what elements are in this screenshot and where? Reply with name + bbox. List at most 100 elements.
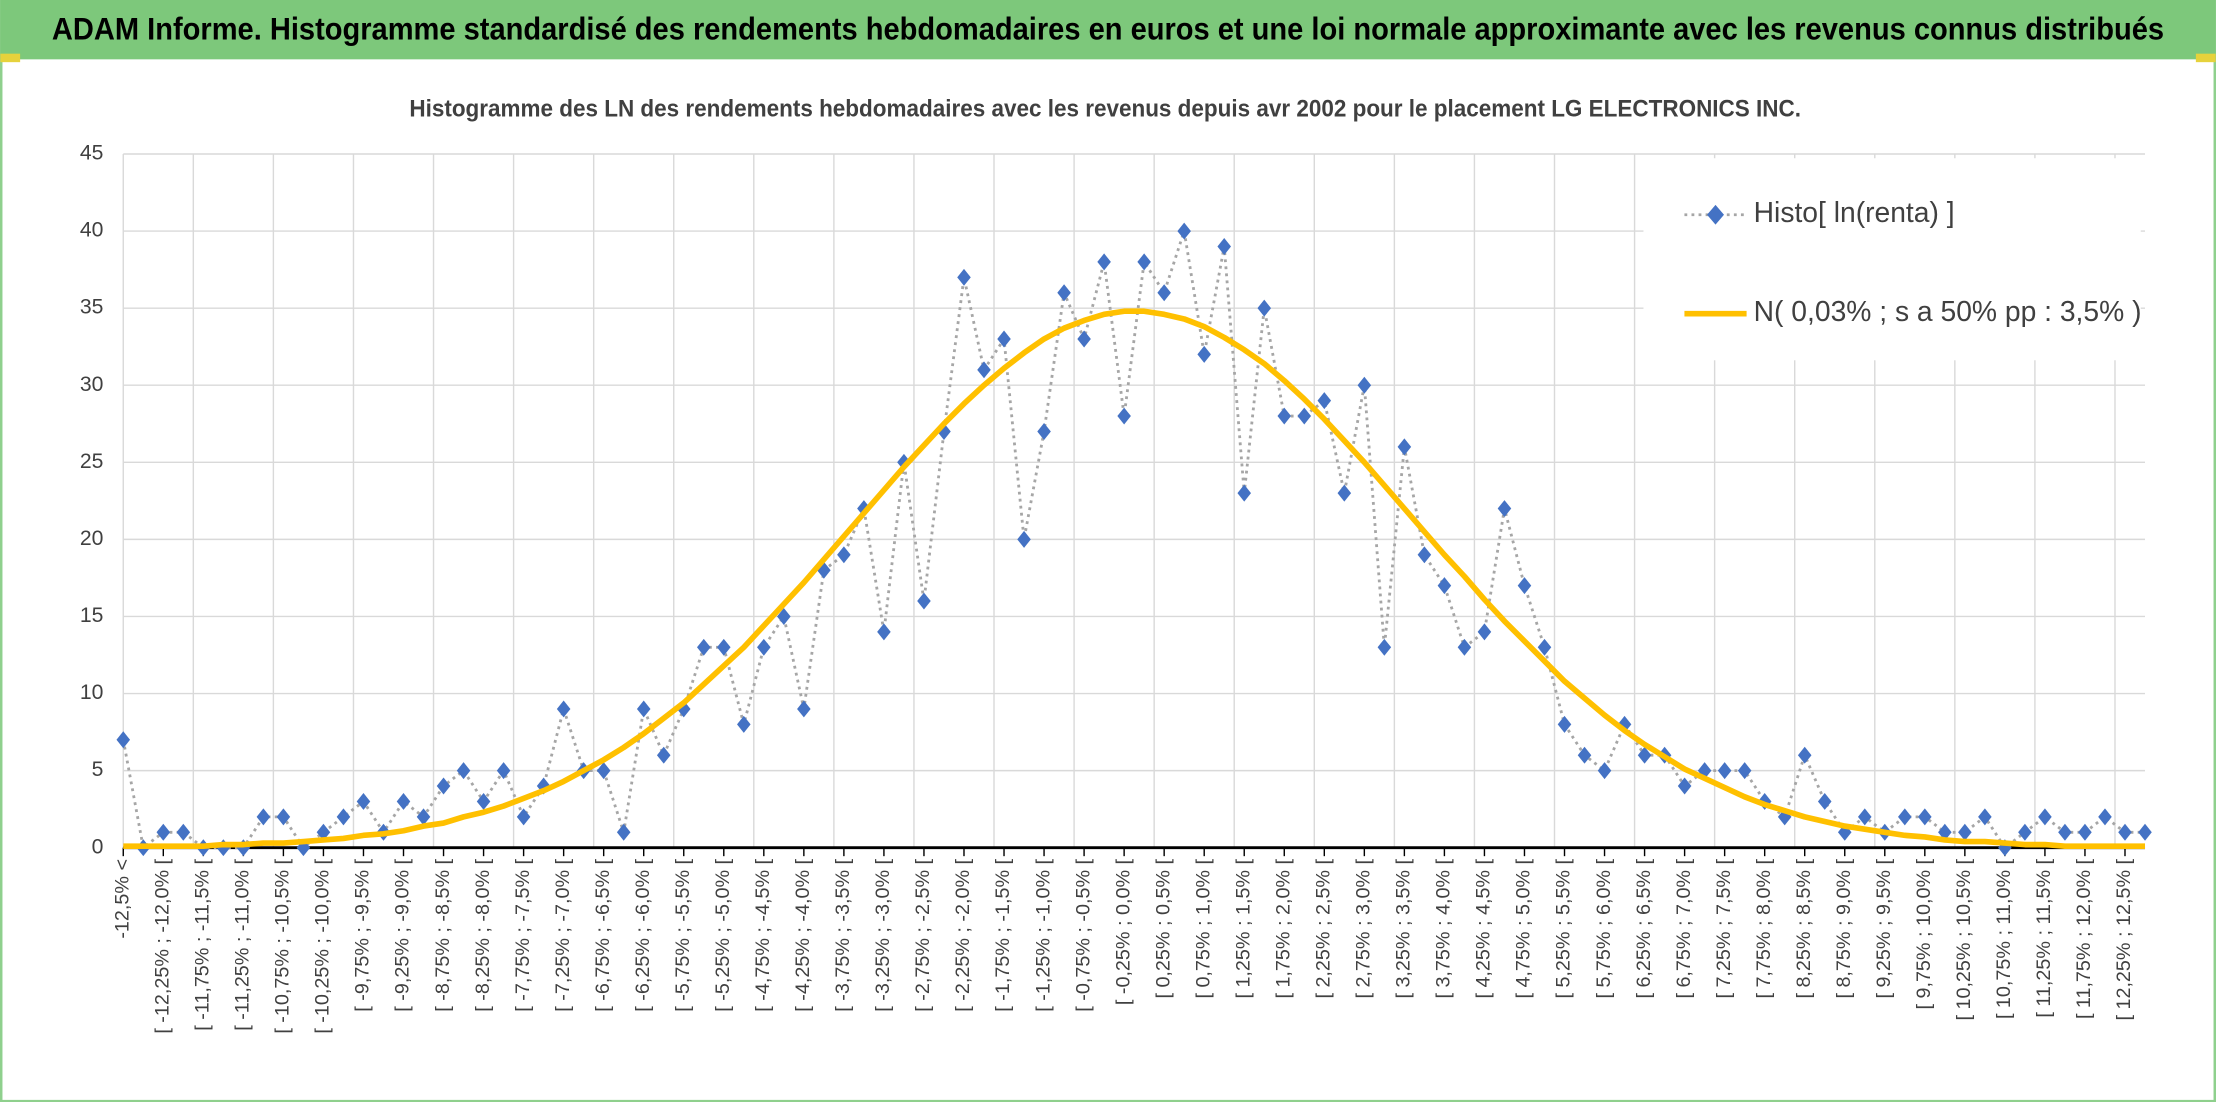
x-tick-label: [ 6,75% ; 7,0% [ bbox=[1673, 858, 1695, 998]
histo-marker bbox=[837, 546, 851, 564]
x-tick-label: [ 9,25% ; 9,5% [ bbox=[1873, 858, 1895, 998]
histo-marker bbox=[116, 731, 131, 749]
x-tick-label: [ 0,75% ; 1,0% [ bbox=[1192, 858, 1214, 998]
histo-marker bbox=[616, 823, 631, 841]
x-tick-label: [ -7,25% ; -7,0% [ bbox=[552, 858, 574, 1011]
chart-title: ADAM Informe. Histogramme standardisé de… bbox=[52, 11, 2164, 46]
legend-label: Histo[ ln(renta) ] bbox=[1754, 196, 1955, 228]
histo-marker bbox=[1737, 762, 1752, 780]
histo-marker bbox=[636, 700, 651, 718]
y-tick-label: 5 bbox=[92, 758, 104, 781]
histo-marker bbox=[1918, 808, 1932, 826]
histo-marker bbox=[977, 361, 991, 379]
x-tick-label: [ -10,75% ; -10,5% [ bbox=[272, 858, 294, 1033]
histo-marker bbox=[1397, 438, 1412, 456]
y-tick-label: 20 bbox=[80, 527, 104, 550]
y-tick-label: 25 bbox=[80, 450, 104, 473]
chart-subtitle: Histogramme des LN des rendements hebdom… bbox=[409, 96, 1801, 123]
histo-marker bbox=[1557, 715, 1572, 733]
x-tick-label: [ 7,25% ; 7,5% [ bbox=[1713, 858, 1735, 998]
histo-marker bbox=[456, 762, 471, 780]
histo-marker bbox=[1197, 345, 1211, 363]
histo-marker bbox=[476, 792, 491, 810]
x-tick-label: [ -6,75% ; -6,5% [ bbox=[592, 858, 614, 1011]
x-tick-label: [ 2,25% ; 2,5% [ bbox=[1313, 858, 1335, 998]
x-tick-label: [ -3,25% ; -3,0% [ bbox=[872, 858, 894, 1011]
histo-marker bbox=[316, 823, 331, 841]
x-tick-label: [ -3,75% ; -3,5% [ bbox=[832, 858, 854, 1011]
legend-marker bbox=[1707, 204, 1724, 225]
histo-marker bbox=[2138, 823, 2152, 841]
histo-marker bbox=[1857, 808, 1872, 826]
x-tick-label: [ 3,75% ; 4,0% [ bbox=[1433, 858, 1455, 998]
histo-marker bbox=[256, 808, 271, 826]
histo-marker bbox=[2058, 823, 2072, 841]
histo-marker bbox=[656, 746, 671, 764]
legend-label: N( 0,03% ; s a 50% pp : 3,5% ) bbox=[1754, 295, 2142, 327]
histo-marker bbox=[1017, 530, 1031, 548]
histo-marker bbox=[1057, 284, 1071, 302]
histo-marker bbox=[1157, 284, 1171, 302]
x-tick-label: [ 8,75% ; 9,0% [ bbox=[1833, 858, 1855, 998]
histo-marker bbox=[997, 330, 1011, 348]
histo-marker bbox=[1377, 638, 1392, 656]
header-bar bbox=[0, 0, 2216, 60]
histo-marker bbox=[176, 823, 191, 841]
histo-marker bbox=[1417, 546, 1432, 564]
x-tick-label: [ -10,25% ; -10,0% [ bbox=[312, 858, 334, 1033]
x-tick-label: [ 10,25% ; 10,5% [ bbox=[1953, 858, 1975, 1020]
histo-marker bbox=[1537, 638, 1552, 656]
x-tick-label: [ 1,25% ; 1,5% [ bbox=[1232, 858, 1254, 998]
x-tick-label: [ -8,75% ; -8,5% [ bbox=[432, 858, 454, 1011]
histo-marker bbox=[797, 700, 811, 718]
y-tick-label: 45 bbox=[80, 142, 104, 165]
histo-marker bbox=[396, 792, 411, 810]
histo-marker bbox=[1277, 407, 1292, 425]
header-accent bbox=[2195, 53, 2216, 63]
histo-marker bbox=[957, 268, 971, 286]
x-tick-label: [ 4,25% ; 4,5% [ bbox=[1473, 858, 1495, 998]
histo-marker bbox=[2078, 823, 2092, 841]
y-tick-label: 40 bbox=[80, 219, 104, 242]
x-tick-label: [ -0,25% ; 0,0% [ bbox=[1112, 858, 1134, 1005]
histo-marker bbox=[496, 762, 511, 780]
histo-marker bbox=[156, 823, 171, 841]
histo-marker bbox=[1217, 238, 1231, 255]
histo-marker bbox=[416, 808, 431, 826]
y-tick-label: 35 bbox=[80, 296, 104, 319]
y-tick-label: 10 bbox=[80, 681, 104, 704]
x-tick-label: [ -11,25% ; -11,0% [ bbox=[232, 859, 254, 1031]
x-tick-label: [ 8,25% ; 8,5% [ bbox=[1793, 858, 1815, 998]
normal-curve bbox=[123, 308, 2146, 849]
x-tick-label: [ -11,75% ; -11,5% [ bbox=[192, 859, 214, 1031]
histo-marker bbox=[1117, 407, 1131, 425]
x-tick-label: [ 11,25% ; 11,5% [ bbox=[2033, 858, 2055, 1017]
legend-box bbox=[1643, 158, 2141, 361]
histo-marker bbox=[436, 777, 451, 795]
histo-marker bbox=[1817, 792, 1832, 810]
histo-marker bbox=[2118, 823, 2132, 841]
x-tick-label: [ 7,75% ; 8,0% [ bbox=[1753, 858, 1775, 998]
histo-marker bbox=[1577, 746, 1592, 764]
histo-marker bbox=[937, 422, 951, 440]
x-tick-label: [ 10,75% ; 11,0% [ bbox=[1993, 858, 2015, 1019]
x-tick-label: [ -9,25% ; -9,0% [ bbox=[392, 858, 414, 1011]
x-tick-label: [ 5,25% ; 5,5% [ bbox=[1553, 858, 1575, 998]
x-tick-label: [ 2,75% ; 3,0% [ bbox=[1353, 858, 1375, 998]
histo-marker bbox=[516, 808, 531, 826]
histo-marker bbox=[1077, 330, 1091, 348]
x-tick-label: [ -5,25% ; -5,0% [ bbox=[712, 858, 734, 1011]
histo-marker bbox=[1457, 638, 1472, 656]
x-tick-label: [ -5,75% ; -5,5% [ bbox=[672, 858, 694, 1011]
histo-marker bbox=[1237, 484, 1252, 502]
histo-marker bbox=[1597, 762, 1612, 780]
x-tick-label: [ -1,25% ; -1,0% [ bbox=[1032, 858, 1054, 1011]
histo-marker bbox=[1337, 484, 1352, 502]
histo-marker bbox=[336, 808, 351, 826]
x-tick-label: [ 4,75% ; 5,0% [ bbox=[1513, 858, 1535, 998]
x-tick-label: [ -12,25% ; -12,0% [ bbox=[152, 858, 174, 1033]
histo-marker bbox=[1317, 392, 1332, 410]
histo-marker bbox=[356, 792, 371, 810]
y-tick-label: 0 bbox=[92, 835, 104, 858]
